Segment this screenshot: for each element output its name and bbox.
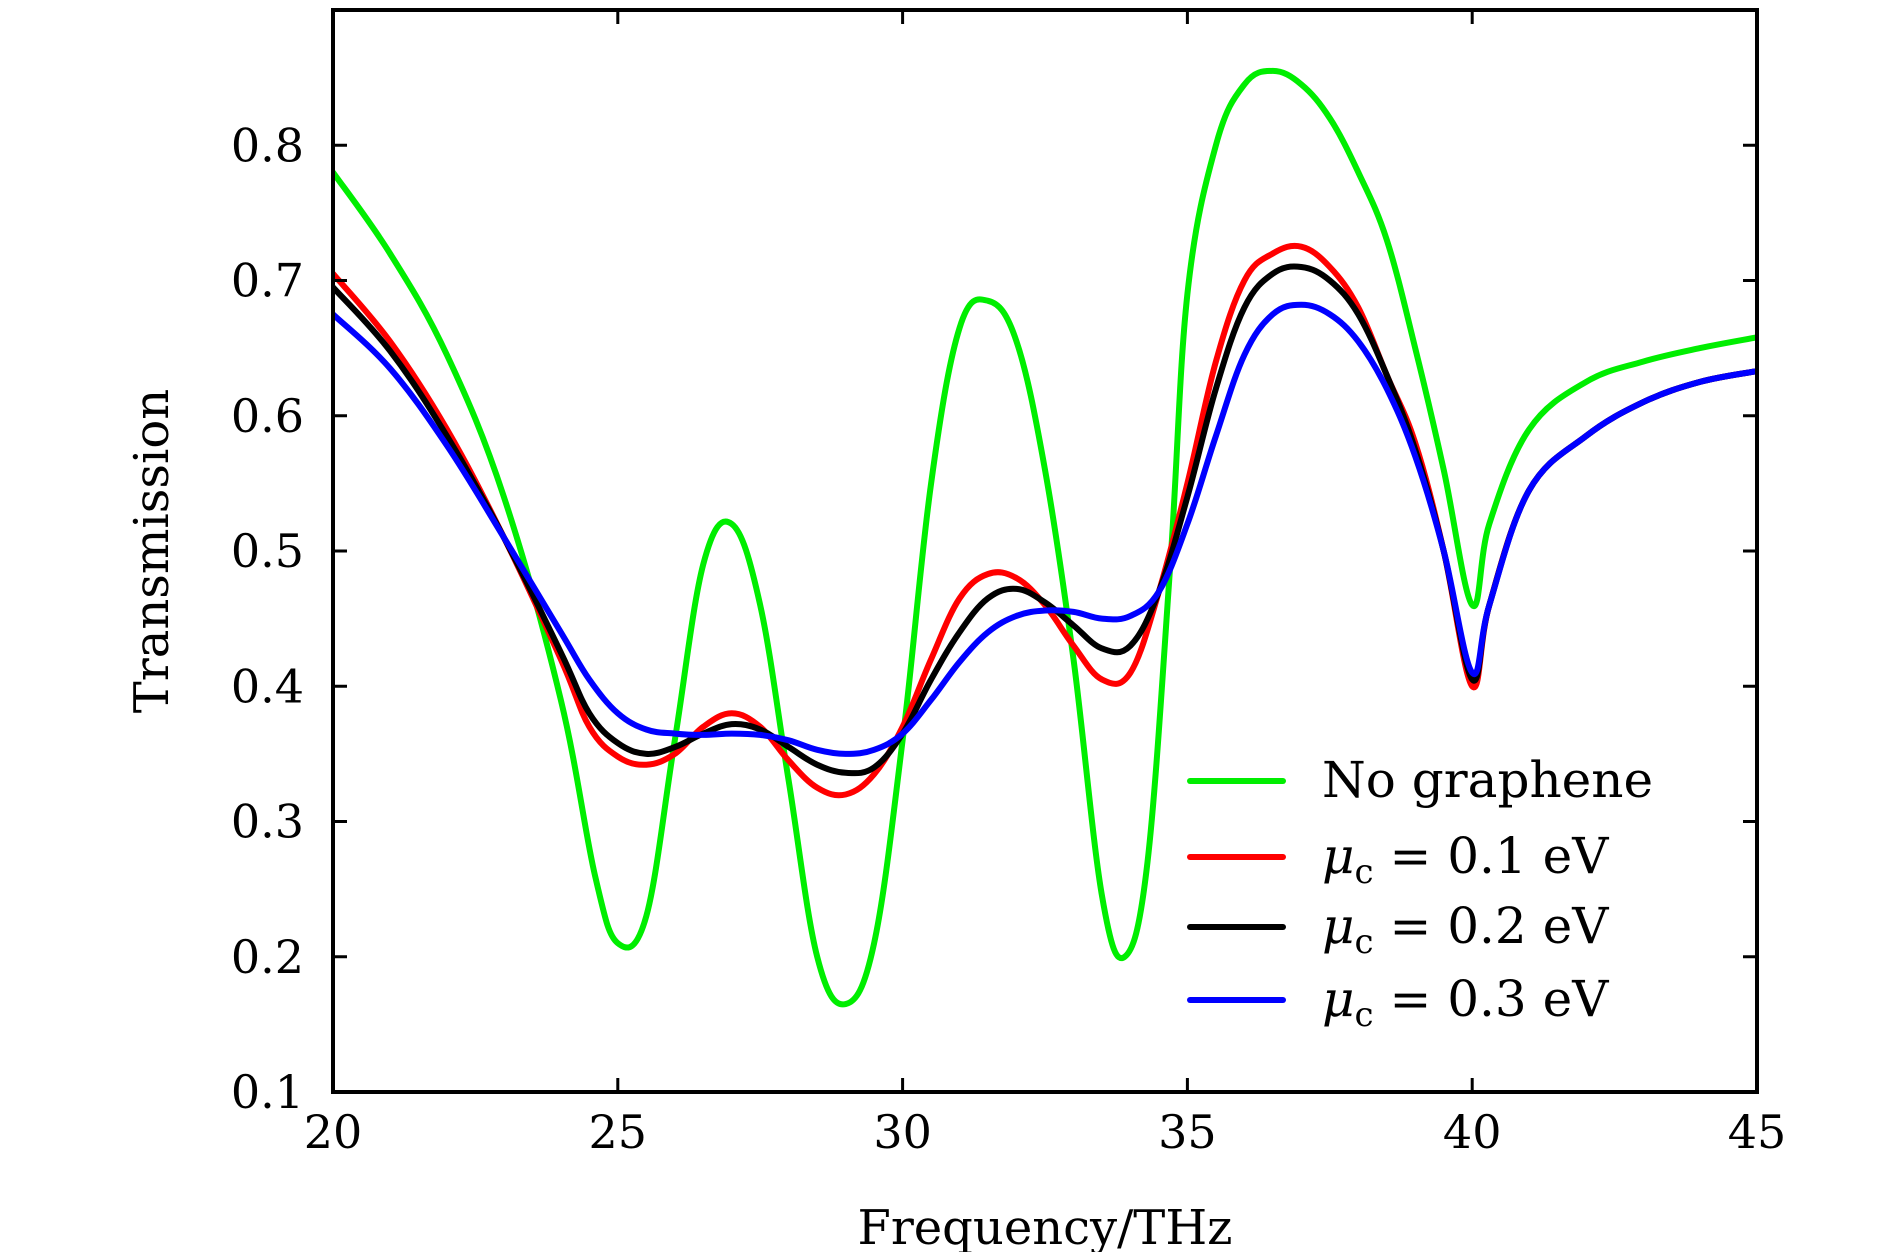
x-tick-label: 30 bbox=[873, 1105, 932, 1159]
x-tick-label: 45 bbox=[1728, 1105, 1787, 1159]
x-axis-title: Frequency/THz bbox=[858, 1200, 1233, 1252]
y-tick-label: 0.8 bbox=[231, 118, 304, 172]
y-axis-title: Transmission bbox=[124, 389, 180, 713]
x-tick-label: 35 bbox=[1158, 1105, 1217, 1159]
series-line-3 bbox=[333, 263, 1757, 777]
series-line-1 bbox=[333, 67, 1757, 1008]
y-tick-label: 0.3 bbox=[231, 795, 304, 849]
y-tick-label: 0.1 bbox=[231, 1065, 304, 1119]
legend-label-4: μc = 0.3 eV bbox=[1322, 970, 1609, 1035]
x-tick-label: 40 bbox=[1443, 1105, 1502, 1159]
x-tick-label: 20 bbox=[304, 1105, 363, 1159]
legend-label-1: No graphene bbox=[1322, 751, 1653, 809]
y-tick-label: 0.4 bbox=[231, 659, 304, 713]
y-tick-label: 0.2 bbox=[231, 930, 304, 984]
y-tick-label: 0.6 bbox=[231, 389, 304, 443]
legend-label-3: μc = 0.2 eV bbox=[1322, 897, 1609, 962]
y-tick-label: 0.7 bbox=[231, 254, 304, 308]
x-tick-label: 25 bbox=[589, 1105, 648, 1159]
series-line-4 bbox=[333, 301, 1757, 757]
legend-label-2: μc = 0.1 eV bbox=[1322, 827, 1609, 892]
series-line-2 bbox=[333, 242, 1757, 799]
series-layer bbox=[333, 67, 1757, 1008]
tick-labels-layer: 20 25 30 35 40 45 0.1 0.2 0.3 0.4 0.5 0.6 0.7 0.8 bbox=[231, 118, 1786, 1159]
y-tick-label: 0.5 bbox=[231, 524, 304, 578]
plot-frame bbox=[331, 8, 1759, 1094]
